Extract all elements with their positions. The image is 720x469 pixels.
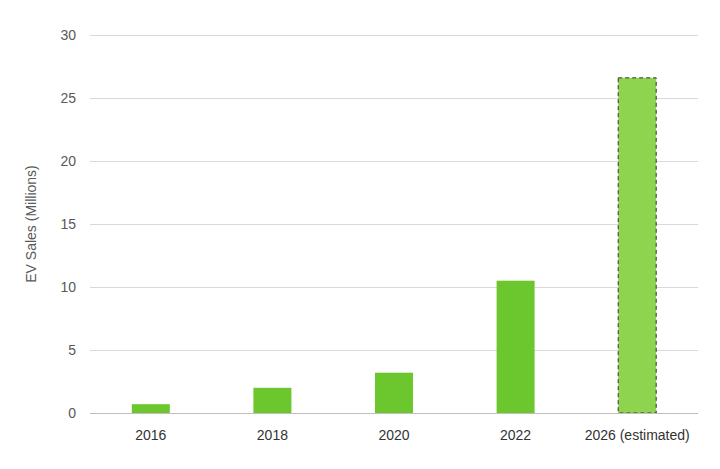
y-axis-label: EV Sales (Millions): [23, 165, 39, 282]
bar: [132, 404, 170, 413]
chart-container: 0 5 10 15 20 25 30 EV Sales (Millions) 2016 2018 2…: [0, 0, 720, 469]
y-tick-label: 25: [60, 90, 76, 106]
y-tick-label: 5: [68, 342, 76, 358]
y-tick-label: 10: [60, 279, 76, 295]
bar: [618, 78, 656, 413]
bar: [253, 388, 291, 413]
y-tick-label: 30: [60, 27, 76, 43]
x-tick-label: 2022: [500, 427, 531, 443]
bar: [375, 373, 413, 413]
grid-line: [90, 287, 698, 288]
bars: [132, 78, 656, 413]
y-tick-label: 20: [60, 153, 76, 169]
grid-line: [90, 98, 698, 99]
grid-line: [90, 350, 698, 351]
x-tick-label: 2026 (estimated): [585, 427, 690, 443]
chart-svg: 0 5 10 15 20 25 30 EV Sales (Millions) 2016 2018 2…: [0, 0, 720, 469]
grid-line: [90, 35, 698, 36]
x-tick-label: 2020: [378, 427, 409, 443]
x-tick-label: 2018: [257, 427, 288, 443]
bar: [497, 281, 535, 413]
grid-line: [90, 161, 698, 162]
x-tick-label: 2016: [135, 427, 166, 443]
y-tick-label: 15: [60, 216, 76, 232]
y-tick-label: 0: [68, 405, 76, 421]
grid: [90, 35, 698, 413]
grid-line: [90, 224, 698, 225]
